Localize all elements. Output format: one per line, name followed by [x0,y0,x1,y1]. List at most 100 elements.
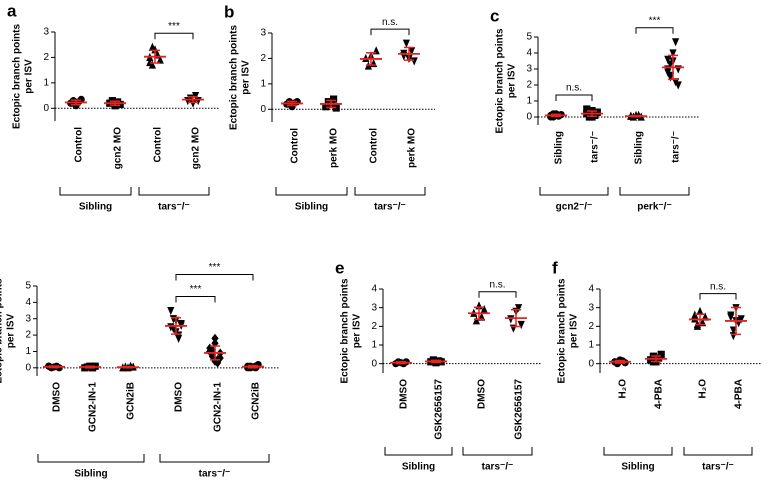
group-bracket [539,187,609,196]
point [669,49,677,58]
point [169,324,177,334]
y-axis-label: Ectopic branch points [12,24,23,129]
group-label: Sibling [402,462,435,473]
x-tick-label: DMSO [52,382,63,412]
y-tick-label: 1 [588,340,594,351]
y-tick-label: 3 [588,302,594,313]
y-tick-label: 3 [260,28,266,39]
x-tick-label: 4-PBA [734,379,745,409]
x-tick-label: DMSO [399,379,410,409]
y-tick-label: 0 [371,358,377,369]
x-tick-label: Control [74,127,85,163]
point [666,60,674,69]
point [148,42,156,51]
significance-label: n.s. [489,279,505,290]
point [696,306,704,315]
panel-label: c [490,6,499,25]
y-axis-label: Ectopic branch points [557,278,568,383]
point [410,57,418,66]
point [332,104,340,112]
y-tick-label: 3 [43,27,49,38]
x-tick-label: perk MO [329,128,340,168]
y-tick-label: 5 [526,32,532,43]
y-axis-label: per ISV [6,313,17,348]
y-tick-label: 5 [25,281,31,292]
group-bracket [159,454,270,463]
point [691,310,699,319]
y-tick-label: 0 [25,362,31,373]
group-label: Sibling [74,469,107,480]
point [77,95,85,103]
y-tick-label: 2 [588,321,594,332]
point [214,358,222,368]
point [156,55,164,64]
point [729,326,737,335]
y-axis-label: Ectopic branch points [340,278,351,383]
x-tick-label: GCN2iB [126,382,137,420]
y-tick-label: 2 [43,52,49,63]
x-tick-label: DMSO [477,379,488,409]
group-bracket [59,187,132,196]
x-tick-label: DMSO [174,382,185,412]
significance-bracket [699,293,737,300]
panel-label: b [224,2,234,21]
significance-bracket [555,94,593,101]
point [211,338,219,348]
y-tick-label: 4 [526,48,532,59]
y-tick-label: 3 [25,313,31,324]
significance-label: *** [209,262,221,273]
group-bracket [683,447,753,456]
y-tick-label: 0 [260,104,266,115]
significance-label: *** [649,15,661,26]
x-tick-label: Control [153,127,164,163]
point [666,71,674,80]
group-label: gcn2⁻/⁻ [556,202,593,213]
x-tick-label: GSK2656157 [434,379,445,440]
group-bracket [462,447,533,456]
significance-bracket [478,291,517,298]
x-tick-label: 4-PBA [654,379,665,409]
x-tick-label: GCN2-IN-1 [88,382,99,432]
y-tick-label: 2 [25,330,31,341]
group-bracket [275,187,348,196]
x-tick-label: Sibling [634,131,645,164]
group-label: tars⁻/⁻ [199,469,231,480]
point [330,95,338,103]
group-bracket [603,447,673,456]
point [408,47,416,56]
x-tick-label: GSK2656157 [514,379,525,440]
significance-label: *** [168,21,180,32]
y-axis-label: per ISV [569,313,580,348]
panel-label: f [552,258,558,277]
point [211,356,219,366]
y-axis-label: Ectopic branch points [495,28,506,133]
point [593,108,601,116]
y-tick-label: 0 [43,103,49,114]
significance-bracket [154,32,194,40]
y-tick-label: 4 [25,297,31,308]
y-axis-label: per ISV [24,59,35,94]
x-tick-label: GCN2-IN-1 [213,382,224,432]
x-tick-label: Control [290,128,301,164]
y-tick-label: 4 [588,284,594,295]
x-tick-label: H₂O [698,379,709,399]
group-label: tars⁻/⁻ [374,202,406,213]
panel-label: a [7,1,17,20]
point [583,105,591,113]
x-tick-label: H₂O [618,379,629,399]
significance-label: n.s. [710,281,726,292]
point [657,350,665,358]
y-axis-label: Ectopic branch points [229,25,240,130]
significance-bracket [175,274,254,281]
group-label: tars⁻/⁻ [482,462,514,473]
y-tick-label: 2 [371,321,377,332]
y-tick-label: 4 [371,284,377,295]
point [192,91,200,101]
point [664,55,672,64]
group-bracket [384,447,453,456]
significance-bracket [175,296,216,303]
y-tick-label: 1 [25,346,31,357]
significance-bracket [635,27,674,34]
point [672,78,680,87]
